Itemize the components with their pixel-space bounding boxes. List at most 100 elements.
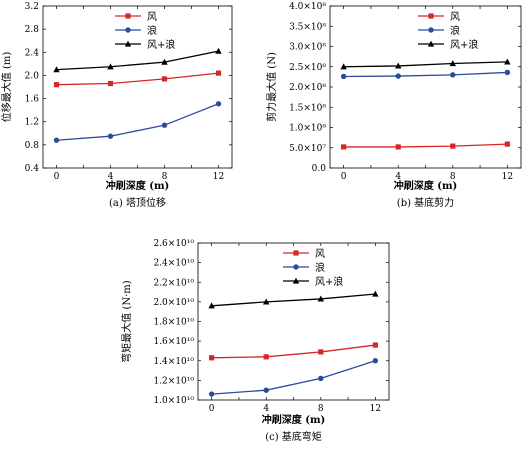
series-line: [343, 71, 508, 78]
data-point: [450, 143, 456, 149]
data-point: [263, 298, 270, 305]
y-axis-label: 剪力最大值 (N): [265, 52, 278, 122]
panel-caption: (c) 基底弯矩: [265, 430, 322, 443]
series-line: [343, 143, 508, 148]
legend-marker: [428, 13, 434, 19]
series-2: [208, 290, 379, 309]
y-tick-label: 1.2×10¹⁰: [153, 376, 194, 386]
data-point: [504, 69, 511, 76]
series-1: [53, 101, 222, 143]
legend-label: 风+浪: [450, 38, 478, 51]
y-tick-label: 1.2: [25, 118, 39, 128]
data-point: [107, 80, 114, 87]
data-point: [340, 63, 347, 70]
data-point: [372, 290, 379, 297]
legend-marker: [124, 40, 132, 47]
data-point: [504, 141, 510, 147]
y-tick-label: 4.0×10⁸: [289, 2, 326, 12]
x-axis-label: 冲刷深度 (m): [106, 179, 170, 192]
legend-label: 风: [450, 11, 460, 23]
y-tick-label: 2.0: [25, 71, 40, 81]
data-point: [372, 358, 379, 364]
x-tick-label: 0: [209, 404, 215, 414]
y-tick-label: 2.0×10⁸: [289, 83, 326, 93]
legend: 风浪风+浪: [283, 248, 343, 288]
series-line: [211, 344, 376, 359]
data-point: [318, 375, 324, 382]
series-line: [56, 72, 219, 86]
x-tick-label: 4: [263, 404, 269, 414]
series-2: [53, 47, 222, 73]
y-tick-label: 1.8×10¹⁰: [153, 318, 194, 328]
series-line: [56, 103, 219, 141]
series-1: [340, 69, 511, 80]
y-axis-label: 位移最大值 (m): [0, 52, 13, 123]
y-tick-label: 0.8: [25, 141, 40, 151]
legend-label: 风: [147, 11, 157, 23]
panel-c: 0 4 8 12 1.0×10¹⁰ 1.2×10¹⁰ 1.4×10¹⁰ 1.6×10¹⁰ 1.8…: [120, 239, 390, 443]
y-tick-label: 2.0×10¹⁰: [153, 298, 194, 308]
y-tick-label: 1.4×10¹⁰: [153, 357, 194, 367]
y-tick-label: 2.4×10¹⁰: [153, 259, 194, 269]
data-point: [215, 47, 222, 54]
series-line: [211, 360, 376, 395]
panel-caption: (b) 基底剪力: [397, 196, 454, 209]
y-tick-label: 0.4: [25, 164, 40, 174]
y-tick-label: 0.0: [312, 164, 327, 174]
data-point: [53, 137, 60, 143]
y-tick-label: 1.6: [25, 95, 40, 105]
x-tick-label: 4: [395, 172, 401, 182]
series-line: [211, 293, 376, 307]
panel-caption: (a) 塔顶位移: [109, 196, 166, 209]
legend-label: 风: [315, 248, 325, 260]
data-point: [318, 349, 324, 355]
x-tick-label: 8: [162, 172, 168, 182]
y-tick-label: 1.5×10⁸: [289, 103, 326, 113]
data-point: [208, 302, 215, 309]
data-point: [395, 62, 402, 69]
data-point: [504, 58, 511, 65]
series-0: [53, 70, 222, 88]
legend-marker: [293, 264, 299, 270]
data-point: [317, 295, 324, 302]
y-tick-label: 1.6×10¹⁰: [153, 337, 194, 347]
data-point: [161, 58, 168, 65]
y-tick-label: 2.6×10¹⁰: [153, 239, 194, 249]
legend-marker: [427, 40, 435, 47]
legend: 风浪风+浪: [418, 11, 478, 51]
data-point: [450, 72, 456, 78]
series-1: [208, 358, 379, 397]
legend-marker: [428, 27, 434, 33]
data-point: [107, 133, 114, 139]
y-tick-label: 5.0×10⁷: [289, 144, 326, 154]
data-point: [340, 73, 347, 80]
data-point: [215, 70, 222, 76]
series-0: [209, 342, 378, 361]
x-tick-label: 8: [318, 404, 324, 414]
series-0: [341, 141, 510, 150]
panel-a: 0 4 8 12 0.4 0.8 1.2 1.6 2.0 2.4 2.8 3.2 冲刷深度 (m) 位移最…: [0, 2, 233, 209]
x-tick-label: 0: [341, 172, 347, 182]
y-tick-label: 2.4: [25, 48, 40, 58]
series-line: [56, 50, 219, 71]
data-point: [161, 122, 168, 128]
data-point: [395, 73, 401, 79]
legend-label: 浪: [450, 24, 460, 37]
y-tick-label: 2.2×10¹⁰: [153, 278, 194, 288]
y-tick-label: 3.2: [25, 2, 39, 12]
y-tick-label: 2.5×10⁸: [289, 63, 326, 73]
x-tick-label: 4: [108, 172, 114, 182]
x-axis-label: 冲刷深度 (m): [394, 179, 458, 192]
legend-marker: [292, 277, 300, 284]
x-axis-label: 冲刷深度 (m): [262, 413, 326, 426]
legend-label: 浪: [315, 261, 325, 274]
data-point: [215, 101, 222, 107]
x-tick-label: 12: [213, 172, 224, 182]
x-tick-label: 0: [54, 172, 60, 182]
y-axis-label: 弯矩最大值 (N·m): [120, 280, 133, 362]
legend: 风浪风+浪: [115, 11, 175, 51]
data-point: [263, 387, 269, 393]
data-point: [209, 355, 215, 361]
